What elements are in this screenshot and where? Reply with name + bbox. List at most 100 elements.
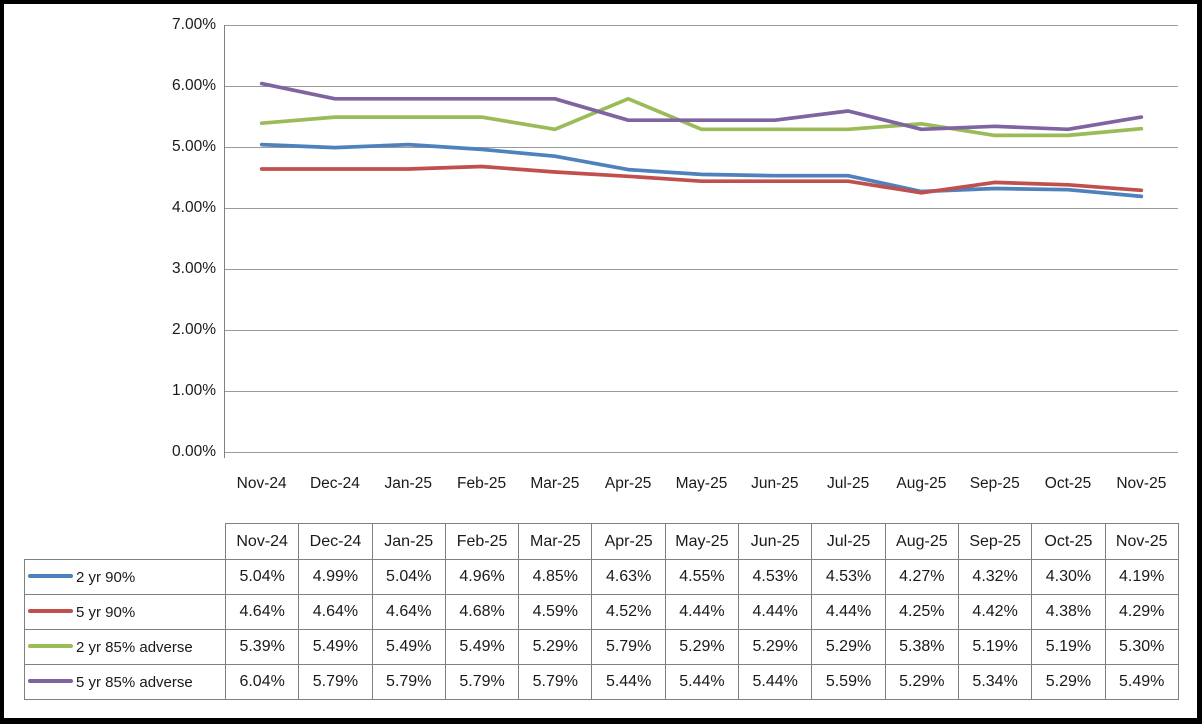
y-tick-label: 0.00% <box>172 443 216 460</box>
legend-cell-5-yr-90: 5 yr 90% <box>24 594 226 630</box>
x-tick-label: Aug-25 <box>896 475 947 492</box>
value-cell: 4.53% <box>811 559 886 595</box>
month-header-cell: Feb-25 <box>444 523 520 560</box>
value-cell: 4.63% <box>591 559 666 595</box>
value-cell: 4.25% <box>884 594 959 630</box>
value-cell: 5.59% <box>811 664 886 700</box>
series-swatch-icon <box>28 574 73 579</box>
series-label: 5 yr 85% adverse <box>76 673 193 691</box>
x-tick-label: Nov-25 <box>1116 475 1167 492</box>
value-cell: 5.29% <box>518 629 593 665</box>
value-cell: 4.59% <box>518 594 593 630</box>
month-header-cell: Sep-25 <box>957 523 1033 560</box>
gridlines <box>225 25 1178 453</box>
x-tick-label: Jul-25 <box>826 475 870 492</box>
x-tick-label: Apr-25 <box>604 475 652 492</box>
series-swatch-icon <box>28 644 73 649</box>
value-cell: 5.79% <box>444 664 520 700</box>
value-cell: 5.29% <box>664 629 740 665</box>
x-tick-label: Jun-25 <box>751 475 799 492</box>
value-cell: 5.49% <box>298 629 373 665</box>
x-tick-label: Jan-25 <box>384 475 432 492</box>
value-cell: 4.27% <box>884 559 959 595</box>
y-tick-label: 1.00% <box>172 382 216 399</box>
value-cell: 5.29% <box>1031 664 1106 700</box>
value-cell: 5.34% <box>957 664 1033 700</box>
table-row-2-yr-90: 2 yr 90% 5.04% 4.99% 5.04% 4.96% 4.85% 4.63% 4.… <box>24 559 1179 595</box>
series-label: 2 yr 85% adverse <box>76 638 193 656</box>
x-tick-label: Dec-24 <box>309 475 360 492</box>
x-tick-label: Oct-25 <box>1044 475 1092 492</box>
series-swatch-icon <box>28 679 73 684</box>
legend-cell-2-yr-85-adverse: 2 yr 85% adverse <box>24 629 226 665</box>
value-cell: 5.30% <box>1104 629 1179 665</box>
y-tick-label: 2.00% <box>172 321 216 338</box>
x-tick-label: May-25 <box>675 475 728 492</box>
value-cell: 4.99% <box>298 559 373 595</box>
value-cell: 4.44% <box>811 594 886 630</box>
value-cell: 5.39% <box>224 629 300 665</box>
series-label: 5 yr 90% <box>76 603 136 621</box>
data-table: Nov-24 Dec-24 Jan-25 Feb-25 Mar-25 Apr-25 May-… <box>24 523 1179 700</box>
table-row-5-yr-85-adverse: 5 yr 85% adverse 6.04% 5.79% 5.79% 5.79% 5.79… <box>24 664 1179 700</box>
y-tick-label: 5.00% <box>172 138 216 155</box>
value-cell: 5.04% <box>371 559 446 595</box>
month-header-cell: Aug-25 <box>884 523 959 560</box>
month-header-cell: Dec-24 <box>298 523 373 560</box>
value-cell: 5.44% <box>664 664 740 700</box>
series-line-5-yr-85-adverse <box>259 81 1144 132</box>
table-corner-cell <box>25 524 226 560</box>
value-cell: 6.04% <box>224 664 300 700</box>
month-header-cell: Jun-25 <box>738 523 813 560</box>
value-cell: 4.55% <box>664 559 740 595</box>
value-cell: 5.49% <box>444 629 520 665</box>
y-tick-label: 3.00% <box>172 260 216 277</box>
series-line-5-yr-90 <box>259 164 1144 195</box>
value-cell: 4.44% <box>738 594 813 630</box>
value-cell: 5.49% <box>1104 664 1179 700</box>
x-tick-label: Nov-24 <box>236 475 287 492</box>
value-cell: 5.19% <box>1031 629 1106 665</box>
month-header-cell: Nov-25 <box>1104 523 1179 560</box>
value-cell: 4.68% <box>444 594 520 630</box>
month-header-cell: Nov-24 <box>224 523 300 560</box>
value-cell: 4.29% <box>1104 594 1179 630</box>
table-row-5-yr-90: 5 yr 90% 4.64% 4.64% 4.64% 4.68% 4.59% 4.52% 4.… <box>24 594 1179 630</box>
value-cell: 4.53% <box>738 559 813 595</box>
value-cell: 5.49% <box>371 629 446 665</box>
table-row-2-yr-85-adverse: 2 yr 85% adverse 5.39% 5.49% 5.49% 5.49% 5.29… <box>24 629 1179 665</box>
value-cell: 5.44% <box>591 664 666 700</box>
line-chart <box>224 25 1178 458</box>
series-line-2-yr-85-adverse <box>259 96 1144 138</box>
x-tick-label: Mar-25 <box>530 475 580 492</box>
value-cell: 5.29% <box>884 664 959 700</box>
x-tick-label: Feb-25 <box>457 475 507 492</box>
value-cell: 5.38% <box>884 629 959 665</box>
month-header-cell: Oct-25 <box>1031 523 1106 560</box>
value-cell: 4.44% <box>664 594 740 630</box>
value-cell: 4.64% <box>298 594 373 630</box>
value-cell: 4.19% <box>1104 559 1179 595</box>
value-cell: 5.79% <box>298 664 373 700</box>
legend-cell-2-yr-90: 2 yr 90% <box>24 559 226 595</box>
y-tick-label: 7.00% <box>172 16 216 33</box>
x-tick-label: Sep-25 <box>969 475 1020 492</box>
value-cell: 4.52% <box>591 594 666 630</box>
value-cell: 5.79% <box>518 664 593 700</box>
value-cell: 4.32% <box>957 559 1033 595</box>
value-cell: 4.96% <box>444 559 520 595</box>
value-cell: 4.30% <box>1031 559 1106 595</box>
month-header-cell: Apr-25 <box>591 523 666 560</box>
month-header-cell: Jul-25 <box>811 523 886 560</box>
value-cell: 4.64% <box>224 594 300 630</box>
value-cell: 5.79% <box>591 629 666 665</box>
value-cell: 4.42% <box>957 594 1033 630</box>
value-cell: 4.38% <box>1031 594 1106 630</box>
month-header-cell: Jan-25 <box>371 523 446 560</box>
month-header-cell: May-25 <box>664 523 740 560</box>
value-cell: 5.29% <box>738 629 813 665</box>
value-cell: 4.64% <box>371 594 446 630</box>
legend-cell-5-yr-85-adverse: 5 yr 85% adverse <box>24 664 226 700</box>
value-cell: 5.44% <box>738 664 813 700</box>
